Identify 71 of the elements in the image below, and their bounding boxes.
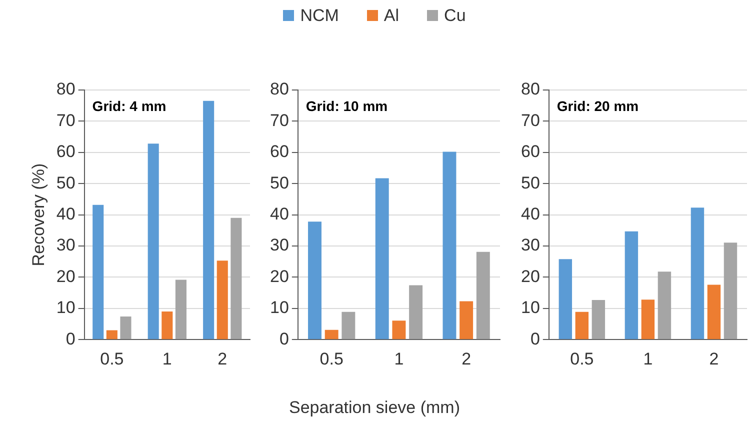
bar xyxy=(658,272,672,340)
y-tick-label: 70 xyxy=(56,110,76,130)
bar xyxy=(216,260,228,340)
bar xyxy=(690,208,704,340)
annotation: Grid: 4 mm xyxy=(92,98,166,114)
y-tick-label: 30 xyxy=(270,236,289,255)
bar xyxy=(148,144,159,340)
x-tick-label: 0.5 xyxy=(100,349,124,368)
x-tick-label: 1 xyxy=(394,349,404,368)
bar xyxy=(707,284,721,340)
y-tick-label: 40 xyxy=(270,204,289,224)
bar xyxy=(106,330,118,340)
legend-label: Cu xyxy=(443,6,466,26)
y-tick-label: 40 xyxy=(520,204,540,224)
bar xyxy=(342,312,356,340)
bar xyxy=(230,218,242,340)
bar xyxy=(592,300,606,340)
y-tick-label: 50 xyxy=(270,173,289,192)
bar xyxy=(375,178,389,340)
x-tick-label: 0.5 xyxy=(570,349,594,368)
y-tick-label: 60 xyxy=(56,142,76,162)
y-tick-label: 80 xyxy=(270,80,289,99)
bar xyxy=(409,285,423,340)
bar xyxy=(460,301,474,340)
bar xyxy=(724,242,738,340)
y-tick-label: 40 xyxy=(56,204,76,224)
x-tick-label: 1 xyxy=(162,349,172,368)
annotation: Grid: 10 mm xyxy=(306,98,388,114)
y-tick-label: 60 xyxy=(270,142,289,162)
y-tick-label: 30 xyxy=(56,236,76,255)
y-tick-label: 50 xyxy=(520,173,540,192)
bar xyxy=(641,300,655,340)
y-tick-label: 0 xyxy=(66,329,76,348)
y-tick-label: 20 xyxy=(270,266,289,286)
bar xyxy=(624,231,638,340)
bar xyxy=(92,204,104,340)
bar xyxy=(392,320,406,340)
x-tick-label: 2 xyxy=(218,349,228,368)
y-tick-label: 10 xyxy=(56,298,76,318)
y-tick-label: 20 xyxy=(520,266,540,286)
bar xyxy=(575,312,589,340)
bar xyxy=(308,222,322,340)
bar xyxy=(476,252,490,340)
y-tick-label: 80 xyxy=(520,80,540,99)
y-tick-label: 30 xyxy=(520,236,540,255)
bar xyxy=(324,330,338,340)
x-tick-label: 2 xyxy=(709,349,719,368)
bar xyxy=(120,316,132,340)
bar xyxy=(175,280,186,340)
y-tick-label: 10 xyxy=(270,298,289,318)
bar xyxy=(442,152,456,340)
annotation: Grid: 20 mm xyxy=(556,98,639,114)
y-tick-label: 80 xyxy=(56,80,76,99)
legend-label: NCM xyxy=(299,6,339,26)
x-tick-label: 2 xyxy=(462,349,472,368)
y-tick-label: 10 xyxy=(520,298,540,318)
y-tick-label: 0 xyxy=(530,329,540,348)
x-tick-label: 1 xyxy=(643,349,653,368)
bar xyxy=(558,259,572,340)
y-tick-label: 50 xyxy=(56,173,76,192)
y-tick-label: 70 xyxy=(270,110,289,130)
bar xyxy=(162,312,173,340)
y-tick-label: 0 xyxy=(279,329,289,348)
y-axis-title: Recovery (%) xyxy=(28,163,48,266)
y-tick-label: 60 xyxy=(520,142,540,162)
x-tick-label: 0.5 xyxy=(320,349,344,368)
y-tick-label: 70 xyxy=(520,110,540,130)
bar xyxy=(203,100,214,340)
legend-label: Al xyxy=(382,6,400,26)
y-tick-label: 20 xyxy=(56,266,76,286)
x-axis-title: Separation sieve (mm) xyxy=(288,398,461,418)
